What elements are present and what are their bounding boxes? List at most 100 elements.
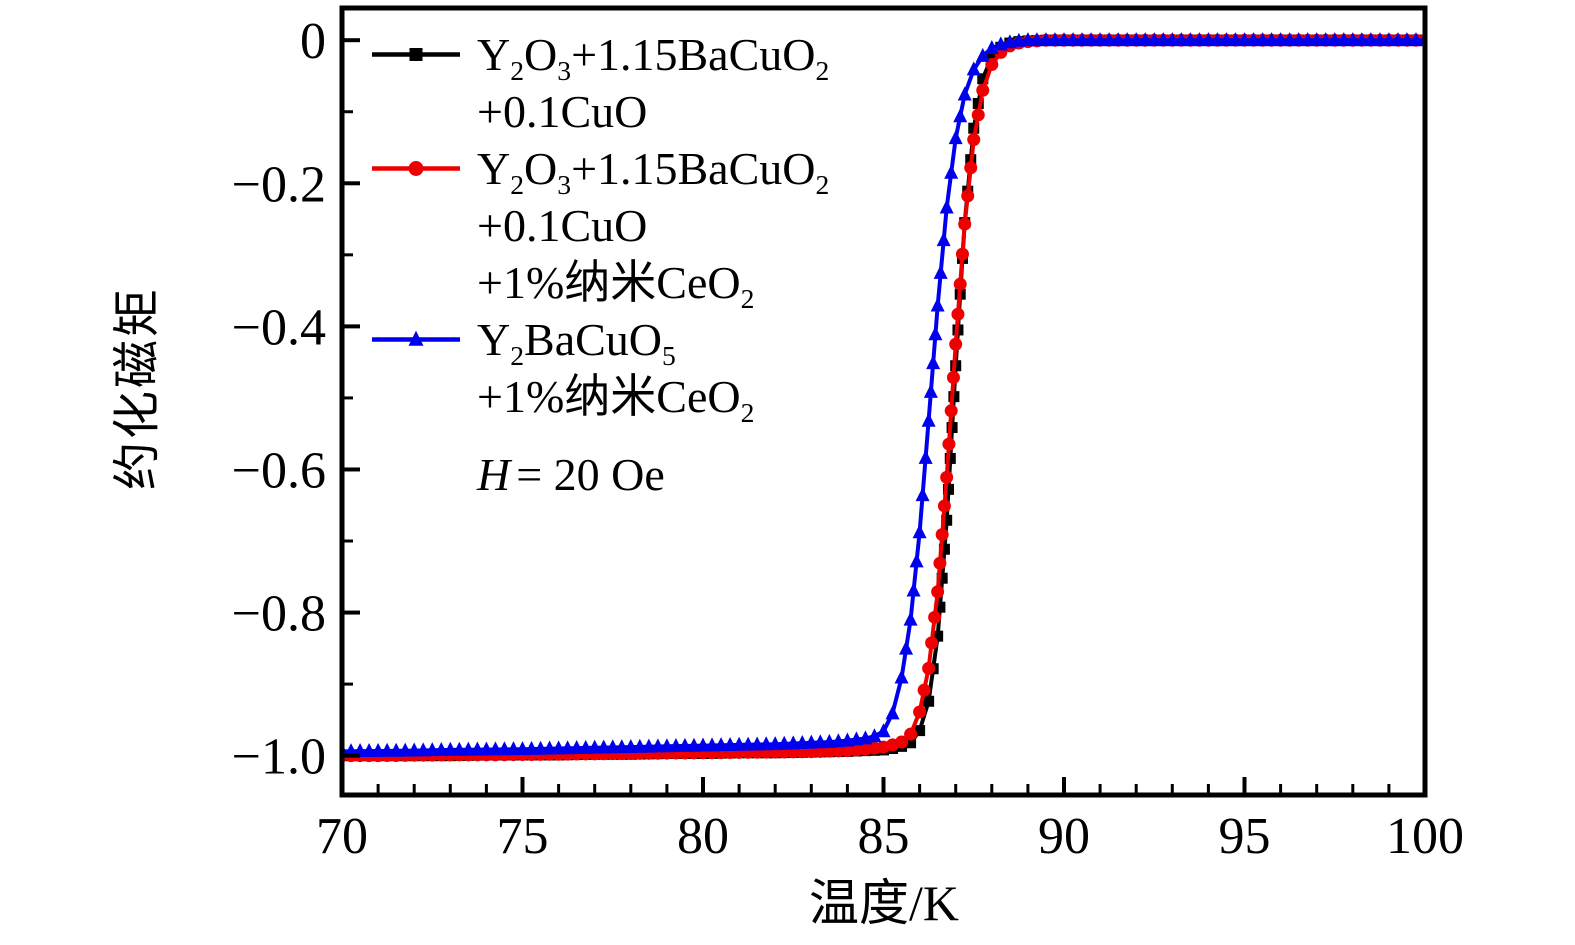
circle-marker — [946, 371, 960, 385]
circle-marker — [931, 585, 945, 599]
triangle-marker — [885, 705, 900, 720]
triangle-marker — [1192, 32, 1207, 47]
triangle-marker — [524, 740, 539, 755]
triangle-marker — [1201, 32, 1216, 47]
triangle-marker — [488, 741, 503, 756]
svg-text:90: 90 — [1038, 808, 1090, 865]
triangle-marker — [1228, 32, 1243, 47]
triangle-marker — [786, 735, 801, 750]
triangle-marker — [1318, 32, 1333, 47]
circle-marker — [933, 556, 947, 570]
triangle-marker — [1390, 32, 1405, 47]
circle-marker — [913, 705, 927, 719]
circle-marker — [928, 610, 942, 624]
triangle-marker — [407, 742, 422, 757]
triangle-marker — [1020, 32, 1035, 47]
circle-marker — [937, 499, 951, 513]
triangle-marker — [1273, 32, 1288, 47]
triangle-marker — [1210, 32, 1225, 47]
circle-marker — [917, 683, 931, 697]
square-marker — [968, 122, 980, 134]
triangle-marker — [371, 742, 386, 757]
triangle-marker — [344, 743, 359, 758]
triangle-marker — [777, 735, 792, 750]
square-marker — [972, 98, 984, 110]
triangle-marker — [705, 737, 720, 752]
x-tick-labels: 70 75 80 85 90 95 100 — [316, 808, 1464, 865]
triangle-marker — [1165, 32, 1180, 47]
triangle-marker — [1138, 32, 1153, 47]
triangle-marker — [1354, 32, 1369, 47]
triangle-marker — [912, 524, 927, 539]
circle-marker — [935, 528, 949, 542]
triangle-marker — [899, 640, 914, 655]
svg-text:70: 70 — [316, 808, 368, 865]
series-markers-triangle — [340, 32, 1427, 758]
triangle-marker — [389, 742, 404, 757]
triangle-marker — [506, 741, 521, 756]
square-marker — [923, 695, 935, 707]
circle-marker — [955, 247, 969, 261]
triangle-marker — [696, 737, 710, 752]
triangle-marker — [923, 383, 938, 398]
svg-text:−0.2: −0.2 — [232, 156, 326, 213]
triangle-marker — [1147, 32, 1162, 47]
square-marker — [942, 483, 954, 495]
triangle-marker — [926, 355, 941, 370]
square-marker — [938, 543, 950, 555]
triangle-marker — [587, 739, 602, 754]
svg-text:80: 80 — [677, 808, 729, 865]
triangle-marker — [1102, 32, 1117, 47]
triangle-marker — [1381, 32, 1396, 47]
svg-text:0: 0 — [300, 13, 326, 70]
triangle-marker — [984, 39, 999, 54]
triangle-marker — [876, 723, 891, 738]
series-line-circle — [342, 38, 1425, 758]
circle-marker — [940, 470, 954, 484]
circle-marker — [964, 161, 978, 175]
triangle-marker — [936, 232, 951, 247]
triangle-marker — [909, 553, 924, 568]
circle-marker — [904, 727, 918, 741]
triangle-marker — [928, 326, 943, 341]
triangle-marker — [596, 739, 611, 754]
triangle-marker — [768, 736, 783, 751]
triangle-marker — [930, 297, 945, 312]
triangle-marker — [470, 741, 485, 756]
triangle-marker — [632, 738, 647, 753]
triangle-marker — [953, 108, 968, 123]
svg-text:−1.0: −1.0 — [232, 729, 326, 786]
triangle-marker — [1129, 32, 1144, 47]
triangle-marker — [1183, 32, 1198, 47]
triangle-marker — [515, 741, 530, 756]
triangle-marker — [353, 743, 368, 758]
triangle-marker — [362, 742, 377, 757]
triangle-marker — [398, 742, 413, 757]
triangle-marker — [605, 739, 620, 754]
triangle-marker — [915, 487, 930, 502]
y-axis-label: 约化磁矩 — [111, 285, 164, 491]
triangle-marker — [1174, 32, 1189, 47]
triangle-marker — [659, 738, 674, 753]
triangle-marker — [641, 738, 656, 753]
triangle-marker — [1246, 32, 1261, 47]
triangle-marker — [1399, 32, 1414, 47]
triangle-marker — [497, 741, 512, 756]
plot-frame — [339, 5, 1428, 798]
square-marker — [905, 737, 917, 749]
svg-text:−0.4: −0.4 — [232, 299, 326, 356]
triangle-marker — [1075, 32, 1090, 47]
triangle-marker — [1038, 32, 1053, 47]
triangle-marker — [1255, 32, 1270, 47]
svg-text:−0.6: −0.6 — [232, 442, 326, 499]
triangle-marker — [948, 130, 963, 145]
triangle-marker — [741, 736, 756, 751]
triangle-marker — [1336, 32, 1351, 47]
triangle-marker — [1309, 32, 1324, 47]
svg-text:85: 85 — [858, 808, 910, 865]
square-marker — [934, 601, 946, 613]
triangle-marker — [867, 728, 882, 743]
triangle-marker — [1084, 32, 1099, 47]
